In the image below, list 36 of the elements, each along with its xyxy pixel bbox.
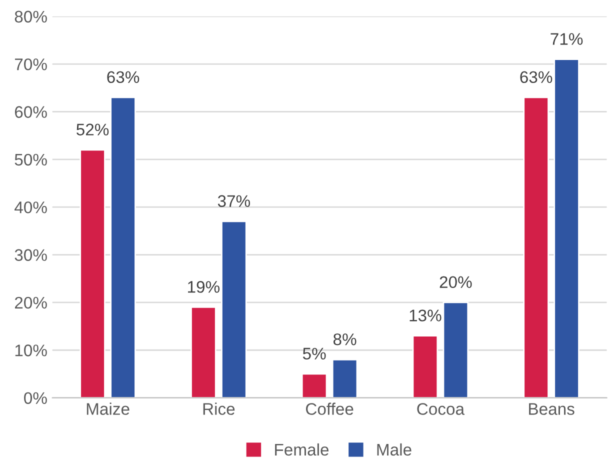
x-tick-label: Coffee	[306, 402, 354, 415]
bar	[221, 220, 247, 398]
y-tick-label: 50%	[14, 154, 47, 166]
y-tick-label: 40%	[14, 201, 47, 214]
y-tick-label: 0%	[24, 392, 47, 404]
x-tick-label: Beans	[529, 403, 574, 415]
x-tick-label: Maize	[86, 402, 130, 415]
data-label: 71%	[550, 33, 583, 45]
y-tick-label: 10%	[15, 344, 47, 356]
y-tick-label: 80%	[14, 10, 47, 23]
bar	[80, 149, 106, 398]
x-tick-label: Cocoa	[417, 403, 465, 415]
data-label: 8%	[333, 333, 356, 346]
x-tick-label: Rice	[203, 402, 235, 415]
bar	[554, 58, 580, 398]
bar	[110, 96, 136, 398]
y-tick-label: 70%	[14, 58, 47, 70]
data-label: 37%	[218, 195, 250, 207]
data-label: 52%	[76, 124, 109, 136]
y-tick-label: 30%	[14, 249, 47, 261]
legend-label: Female	[275, 443, 329, 456]
y-tick-label: 20%	[14, 296, 47, 309]
bar	[190, 306, 216, 398]
bar	[332, 358, 358, 398]
y-tick-label: 60%	[14, 106, 47, 118]
data-label: 63%	[107, 71, 140, 84]
data-label: 20%	[440, 276, 472, 288]
data-label: 63%	[520, 71, 552, 84]
bar	[523, 96, 549, 398]
bar	[412, 335, 438, 398]
data-label: 5%	[302, 348, 326, 360]
legend-label: Male	[377, 443, 412, 456]
data-label: 19%	[188, 281, 220, 293]
bar	[301, 373, 328, 398]
bar	[442, 302, 469, 398]
data-label: 13%	[410, 310, 442, 322]
